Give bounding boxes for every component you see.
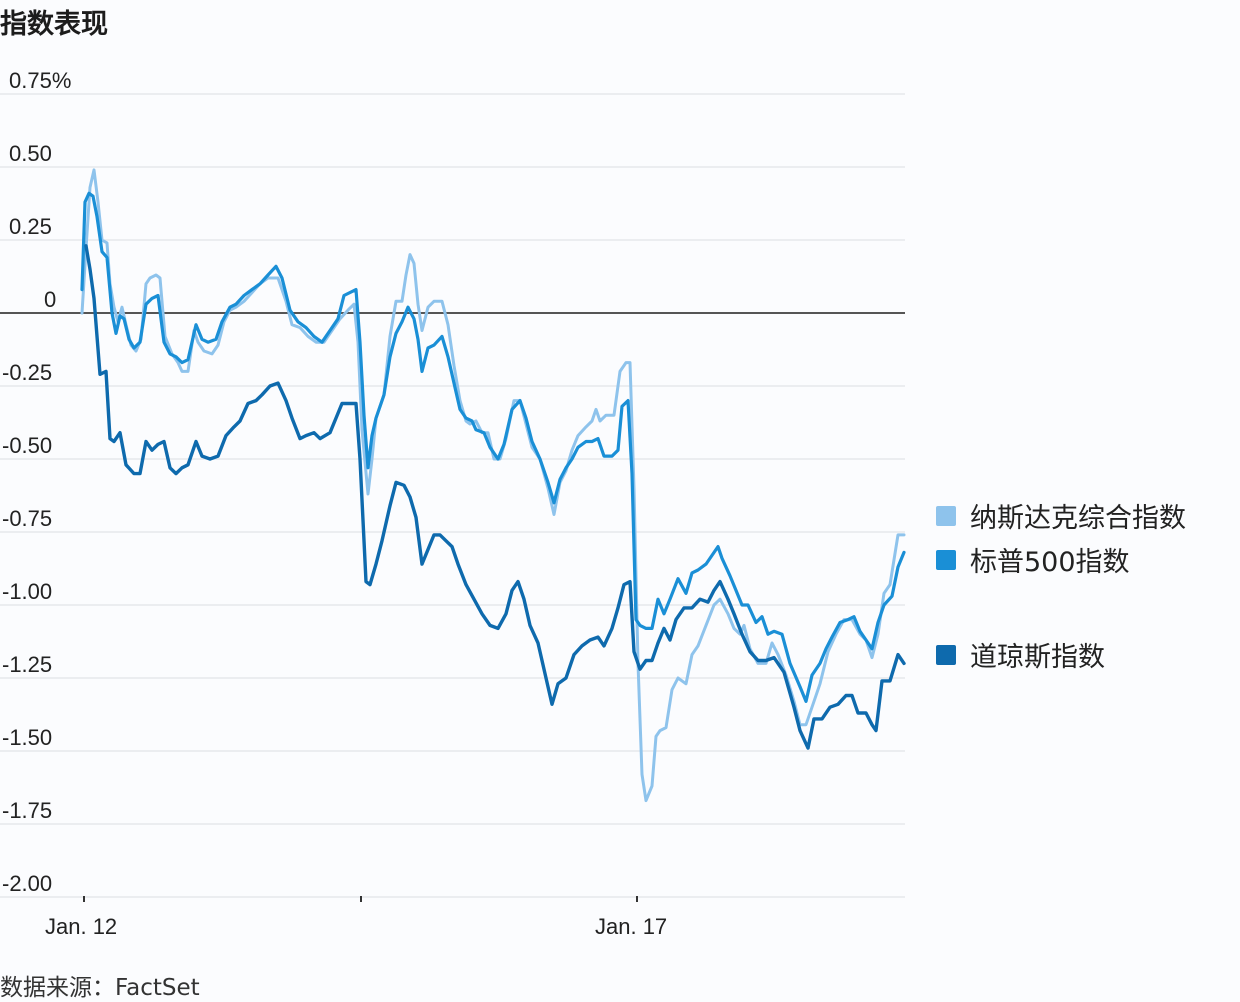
y-tick-label: 0.75% [9,68,72,93]
legend-label-nasdaq: 纳斯达克综合指数 [970,503,1186,534]
legend-label-sp500: 标普500指数 [970,547,1130,578]
y-tick-label: -2.00 [2,871,53,896]
y-tick-label: 0 [44,287,57,312]
y-tick-label: 0.50 [9,141,52,166]
y-tick-label: -1.00 [2,579,53,604]
y-tick-label: 0.25 [9,214,52,239]
y-tick-label: -1.75 [2,798,53,823]
series-line-dow [84,244,906,750]
chart-title: 指数表现 [0,9,108,40]
series-line-nasdaq [80,168,906,803]
legend-swatch-dow [936,644,956,665]
legend-item-dow: 道琼斯指数 [936,635,1105,674]
y-tick-label: -1.25 [2,652,53,677]
y-tick-label: -0.50 [2,433,53,458]
series-lines [80,168,906,803]
legend-label-dow: 道琼斯指数 [970,642,1105,673]
legend-item-nasdaq: 纳斯达克综合指数 [936,496,1186,535]
grid-lines [0,93,905,898]
y-tick-label: -0.75 [2,506,53,531]
source-note: 数据来源：FactSet [0,975,200,1001]
x-tick-label: Jan. 17 [595,914,668,939]
series-line-sp500 [80,191,906,704]
legend-swatch-sp500 [936,549,956,570]
x-tick-label: Jan. 12 [45,914,118,939]
y-tick-label: -0.25 [2,360,53,385]
legend-swatch-nasdaq [936,505,956,526]
legend-item-sp500: 标普500指数 [936,540,1130,579]
y-tick-label: -1.50 [2,725,53,750]
x-axis [83,896,638,902]
